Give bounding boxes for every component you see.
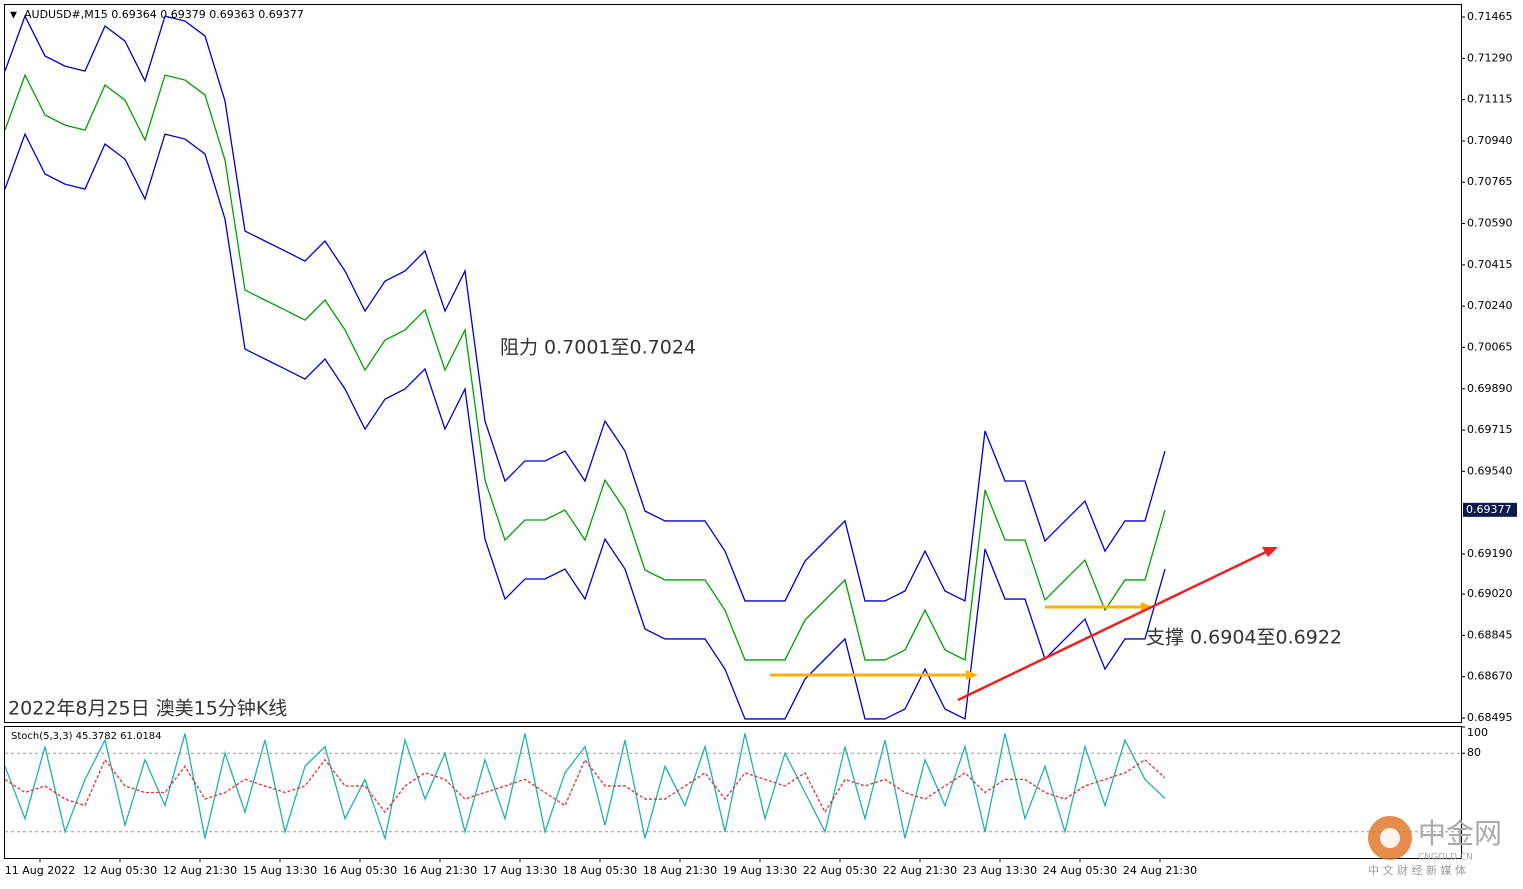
y-tick-label: 0.70940 (1467, 134, 1513, 147)
logo-inner (1380, 828, 1400, 848)
stoch-panel (4, 726, 1462, 859)
x-tick-label: 22 Aug 21:30 (883, 864, 957, 877)
x-tick-label: 15 Aug 13:30 (243, 864, 317, 877)
y-tick-label: 0.71290 (1467, 51, 1513, 64)
y-tick-label: 0.68845 (1467, 628, 1513, 641)
y-tick-label: 0.68495 (1467, 711, 1513, 724)
x-tick-label: 24 Aug 21:30 (1123, 864, 1197, 877)
x-tick-label: 11 Aug 2022 (5, 864, 75, 877)
x-tick-label: 16 Aug 21:30 (403, 864, 477, 877)
arrow-head (1262, 547, 1278, 557)
y-tick-label: 0.69020 (1467, 587, 1513, 600)
chart-title: 2022年8月25日 澳美15分钟K线 (8, 698, 287, 720)
x-tick-label: 24 Aug 05:30 (1043, 864, 1117, 877)
x-tick-label: 18 Aug 05:30 (563, 864, 637, 877)
trend-arrow (957, 549, 1269, 702)
x-tick-label: 18 Aug 21:30 (643, 864, 717, 877)
x-tick-label: 12 Aug 21:30 (163, 864, 237, 877)
series-line (4, 132, 1166, 720)
x-tick-label: 19 Aug 13:30 (723, 864, 797, 877)
current-price-box (1463, 502, 1517, 517)
y-tick-label: 0.70590 (1467, 217, 1513, 230)
collapse-icon: ▼ (10, 11, 17, 21)
y-tick-label: 0.71115 (1467, 93, 1513, 106)
y-tick-label: 0.71465 (1467, 10, 1513, 23)
x-tick-label: 23 Aug 13:30 (963, 864, 1037, 877)
y-tick-label: 100 (1467, 726, 1488, 739)
y-tick-label: 0.69715 (1467, 423, 1513, 436)
current-price-label: 0.69377 (1466, 503, 1512, 516)
y-tick-label: 0.69190 (1467, 547, 1513, 560)
main-panel (4, 4, 1462, 723)
y-tick-label: 0.70765 (1467, 175, 1513, 188)
series-line (4, 758, 1166, 814)
x-tick-label: 12 Aug 05:30 (83, 864, 157, 877)
arrow-head (966, 670, 978, 680)
y-tick-label: 80 (1467, 746, 1481, 759)
support-note: 支撑 0.6904至0.6922 (1146, 627, 1342, 649)
y-tick-label: 0.70065 (1467, 340, 1513, 353)
resistance-note: 阻力 0.7001至0.7024 (500, 337, 696, 359)
watermark-slogan: 中 文 财 经 新 媒 体 (1368, 863, 1466, 877)
x-tick-label: 16 Aug 05:30 (323, 864, 397, 877)
y-tick-label: 0.70415 (1467, 258, 1513, 271)
watermark-brand: 中金网 (1418, 817, 1502, 850)
y-tick-label: 0.68670 (1467, 670, 1513, 683)
stoch-header: Stoch(5,3,3) 45.3782 61.0184 (11, 731, 162, 742)
series-line (4, 14, 1166, 602)
series-line (4, 73, 1166, 661)
y-tick-label: 0.70240 (1467, 299, 1513, 312)
symbol-header: AUDUSD#,M15 0.69364 0.69379 0.69363 0.69… (24, 8, 304, 21)
plot-layer: 0.71465 0.71290 0.71115 0.70940 0.70765 0.705… (4, 10, 1517, 877)
y-tick-label: 0.69890 (1467, 382, 1513, 395)
series-line (4, 733, 1166, 841)
y-tick-label: 0.69540 (1467, 464, 1513, 477)
watermark-site: CNGOLD.CN (1418, 853, 1473, 863)
x-tick-label: 17 Aug 13:30 (483, 864, 557, 877)
x-tick-label: 22 Aug 05:30 (803, 864, 877, 877)
